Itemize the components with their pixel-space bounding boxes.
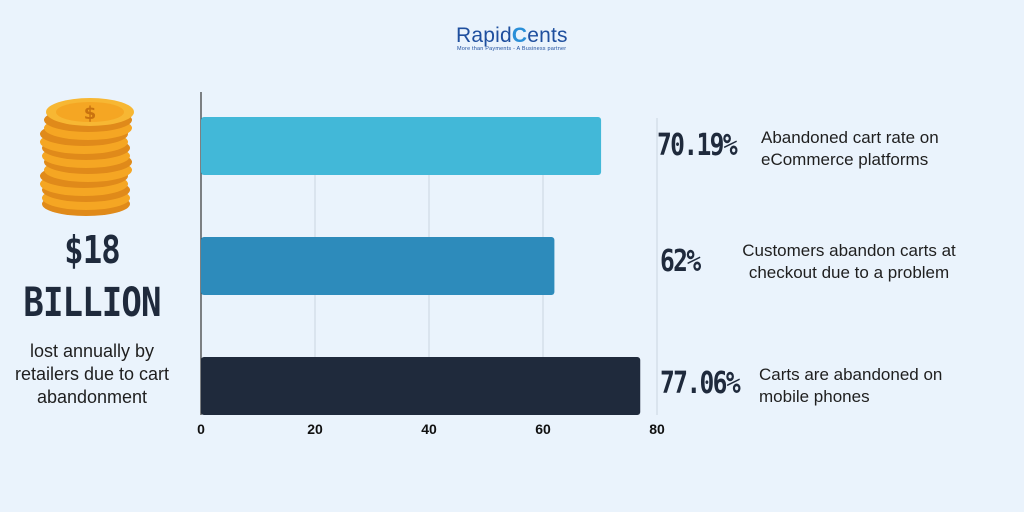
rapidcents-logo: RapidCents More than Payments - A Busine… bbox=[448, 24, 578, 56]
bar-2 bbox=[201, 237, 555, 295]
svg-text:$: $ bbox=[84, 103, 97, 124]
logo-c: C bbox=[511, 24, 528, 47]
stat-description-3: Carts are abandoned on mobile phones bbox=[759, 365, 943, 406]
amount-unit: BILLION bbox=[23, 280, 161, 326]
logo-tagline: More than Payments - A Business partner bbox=[457, 46, 567, 52]
bar-1 bbox=[201, 117, 602, 175]
stat-value-1: 70.19% bbox=[657, 128, 738, 163]
x-tick-label-20: 20 bbox=[307, 421, 323, 437]
logo-wordmark: RapidCents bbox=[456, 24, 568, 48]
bar-3 bbox=[201, 357, 641, 415]
x-tick-label-60: 60 bbox=[535, 421, 551, 437]
x-tick-label-40: 40 bbox=[421, 421, 437, 437]
stat-description-2: Customers abandon carts at checkout due … bbox=[742, 241, 956, 282]
amount-headline: $18 bbox=[64, 228, 121, 272]
coin-stack-group: $ bbox=[40, 98, 134, 216]
x-tick-label-0: 0 bbox=[197, 421, 205, 437]
stat-description-1: Abandoned cart rate on eCommerce platfor… bbox=[761, 128, 939, 169]
logo-suffix: ents bbox=[527, 24, 568, 47]
logo-prefix: Rapid bbox=[456, 24, 512, 47]
amount-description: lost annually by retailers due to cart a… bbox=[14, 341, 170, 407]
stat-value-2: 62% bbox=[660, 244, 701, 279]
coin-stack-icon: $ bbox=[40, 98, 134, 216]
stat-value-3: 77.06% bbox=[660, 366, 741, 401]
x-tick-label-80: 80 bbox=[649, 421, 665, 437]
